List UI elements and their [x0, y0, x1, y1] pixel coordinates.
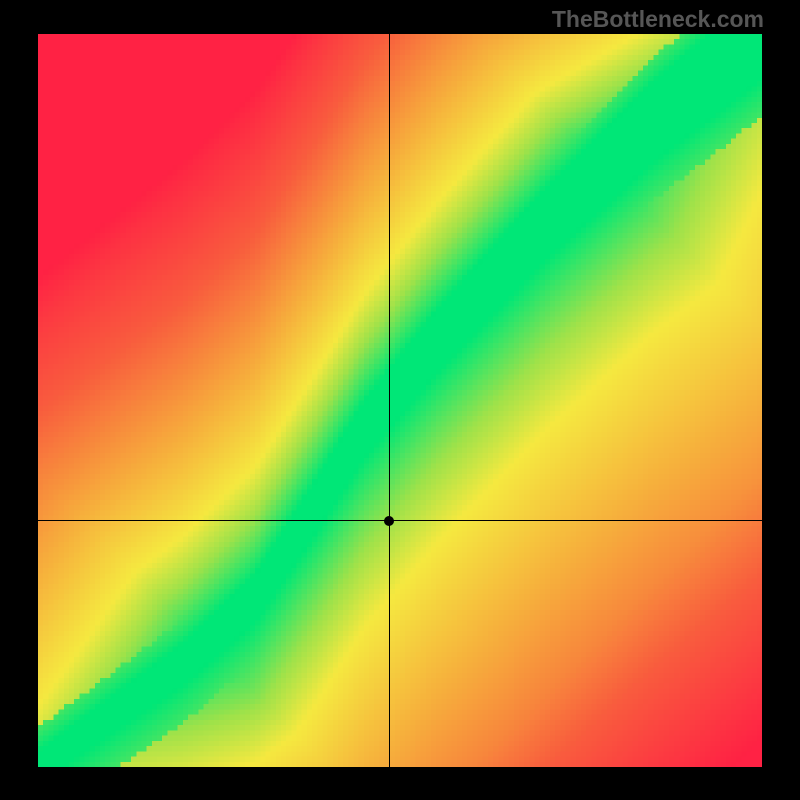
crosshair-vertical: [389, 34, 390, 767]
crosshair-horizontal: [38, 520, 762, 521]
crosshair-marker: [384, 516, 394, 526]
watermark-text: TheBottleneck.com: [552, 6, 764, 33]
plot-area: [38, 34, 762, 767]
heatmap-canvas: [38, 34, 762, 767]
